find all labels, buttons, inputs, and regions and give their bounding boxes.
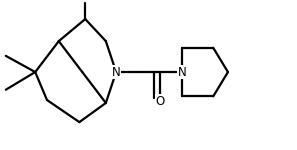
Text: N: N <box>178 66 187 79</box>
Text: N: N <box>112 66 121 79</box>
Text: O: O <box>156 95 165 108</box>
